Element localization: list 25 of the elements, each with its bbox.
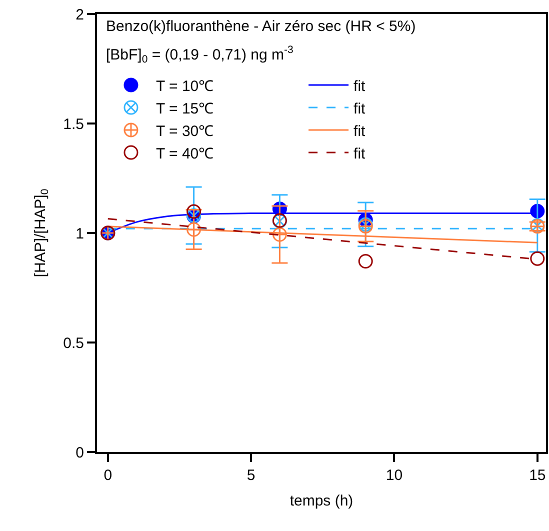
y-tick-label: 0 — [76, 444, 84, 462]
legend-label: fit — [354, 145, 366, 162]
legend-label: T = 30℃ — [156, 122, 214, 140]
point — [272, 227, 287, 242]
chart-title: Benzo(k)fluoranthène - Air zéro sec (HR < 5%) — [106, 18, 416, 35]
point — [186, 204, 202, 219]
point — [186, 222, 202, 237]
text: [BbF]$_{0}$ = (0,19 - 0,71) ng m$^{-3}$ — [106, 44, 294, 66]
y-tick-label: 2 — [76, 6, 84, 24]
x-tick-label: 0 — [104, 467, 112, 484]
y-tick-label: 1.5 — [63, 116, 84, 133]
legend-label: T = 15℃ — [156, 100, 214, 118]
x-tick-label: 5 — [246, 467, 256, 484]
y-tick-label: 1 — [76, 225, 84, 242]
legend-label: fit — [354, 122, 366, 140]
point — [530, 251, 545, 266]
y-tick-label: 0.5 — [63, 334, 84, 352]
legend-label: T = 40℃ — [156, 145, 214, 162]
x-tick-label: 15 — [529, 467, 546, 484]
x-tick-label: 10 — [386, 467, 403, 484]
legend-label: T = 10℃ — [156, 78, 214, 95]
legend-label: fit — [354, 100, 366, 118]
point — [358, 254, 373, 268]
legend-label: fit — [354, 78, 366, 95]
x-axis-title: temps (h) — [290, 492, 354, 510]
